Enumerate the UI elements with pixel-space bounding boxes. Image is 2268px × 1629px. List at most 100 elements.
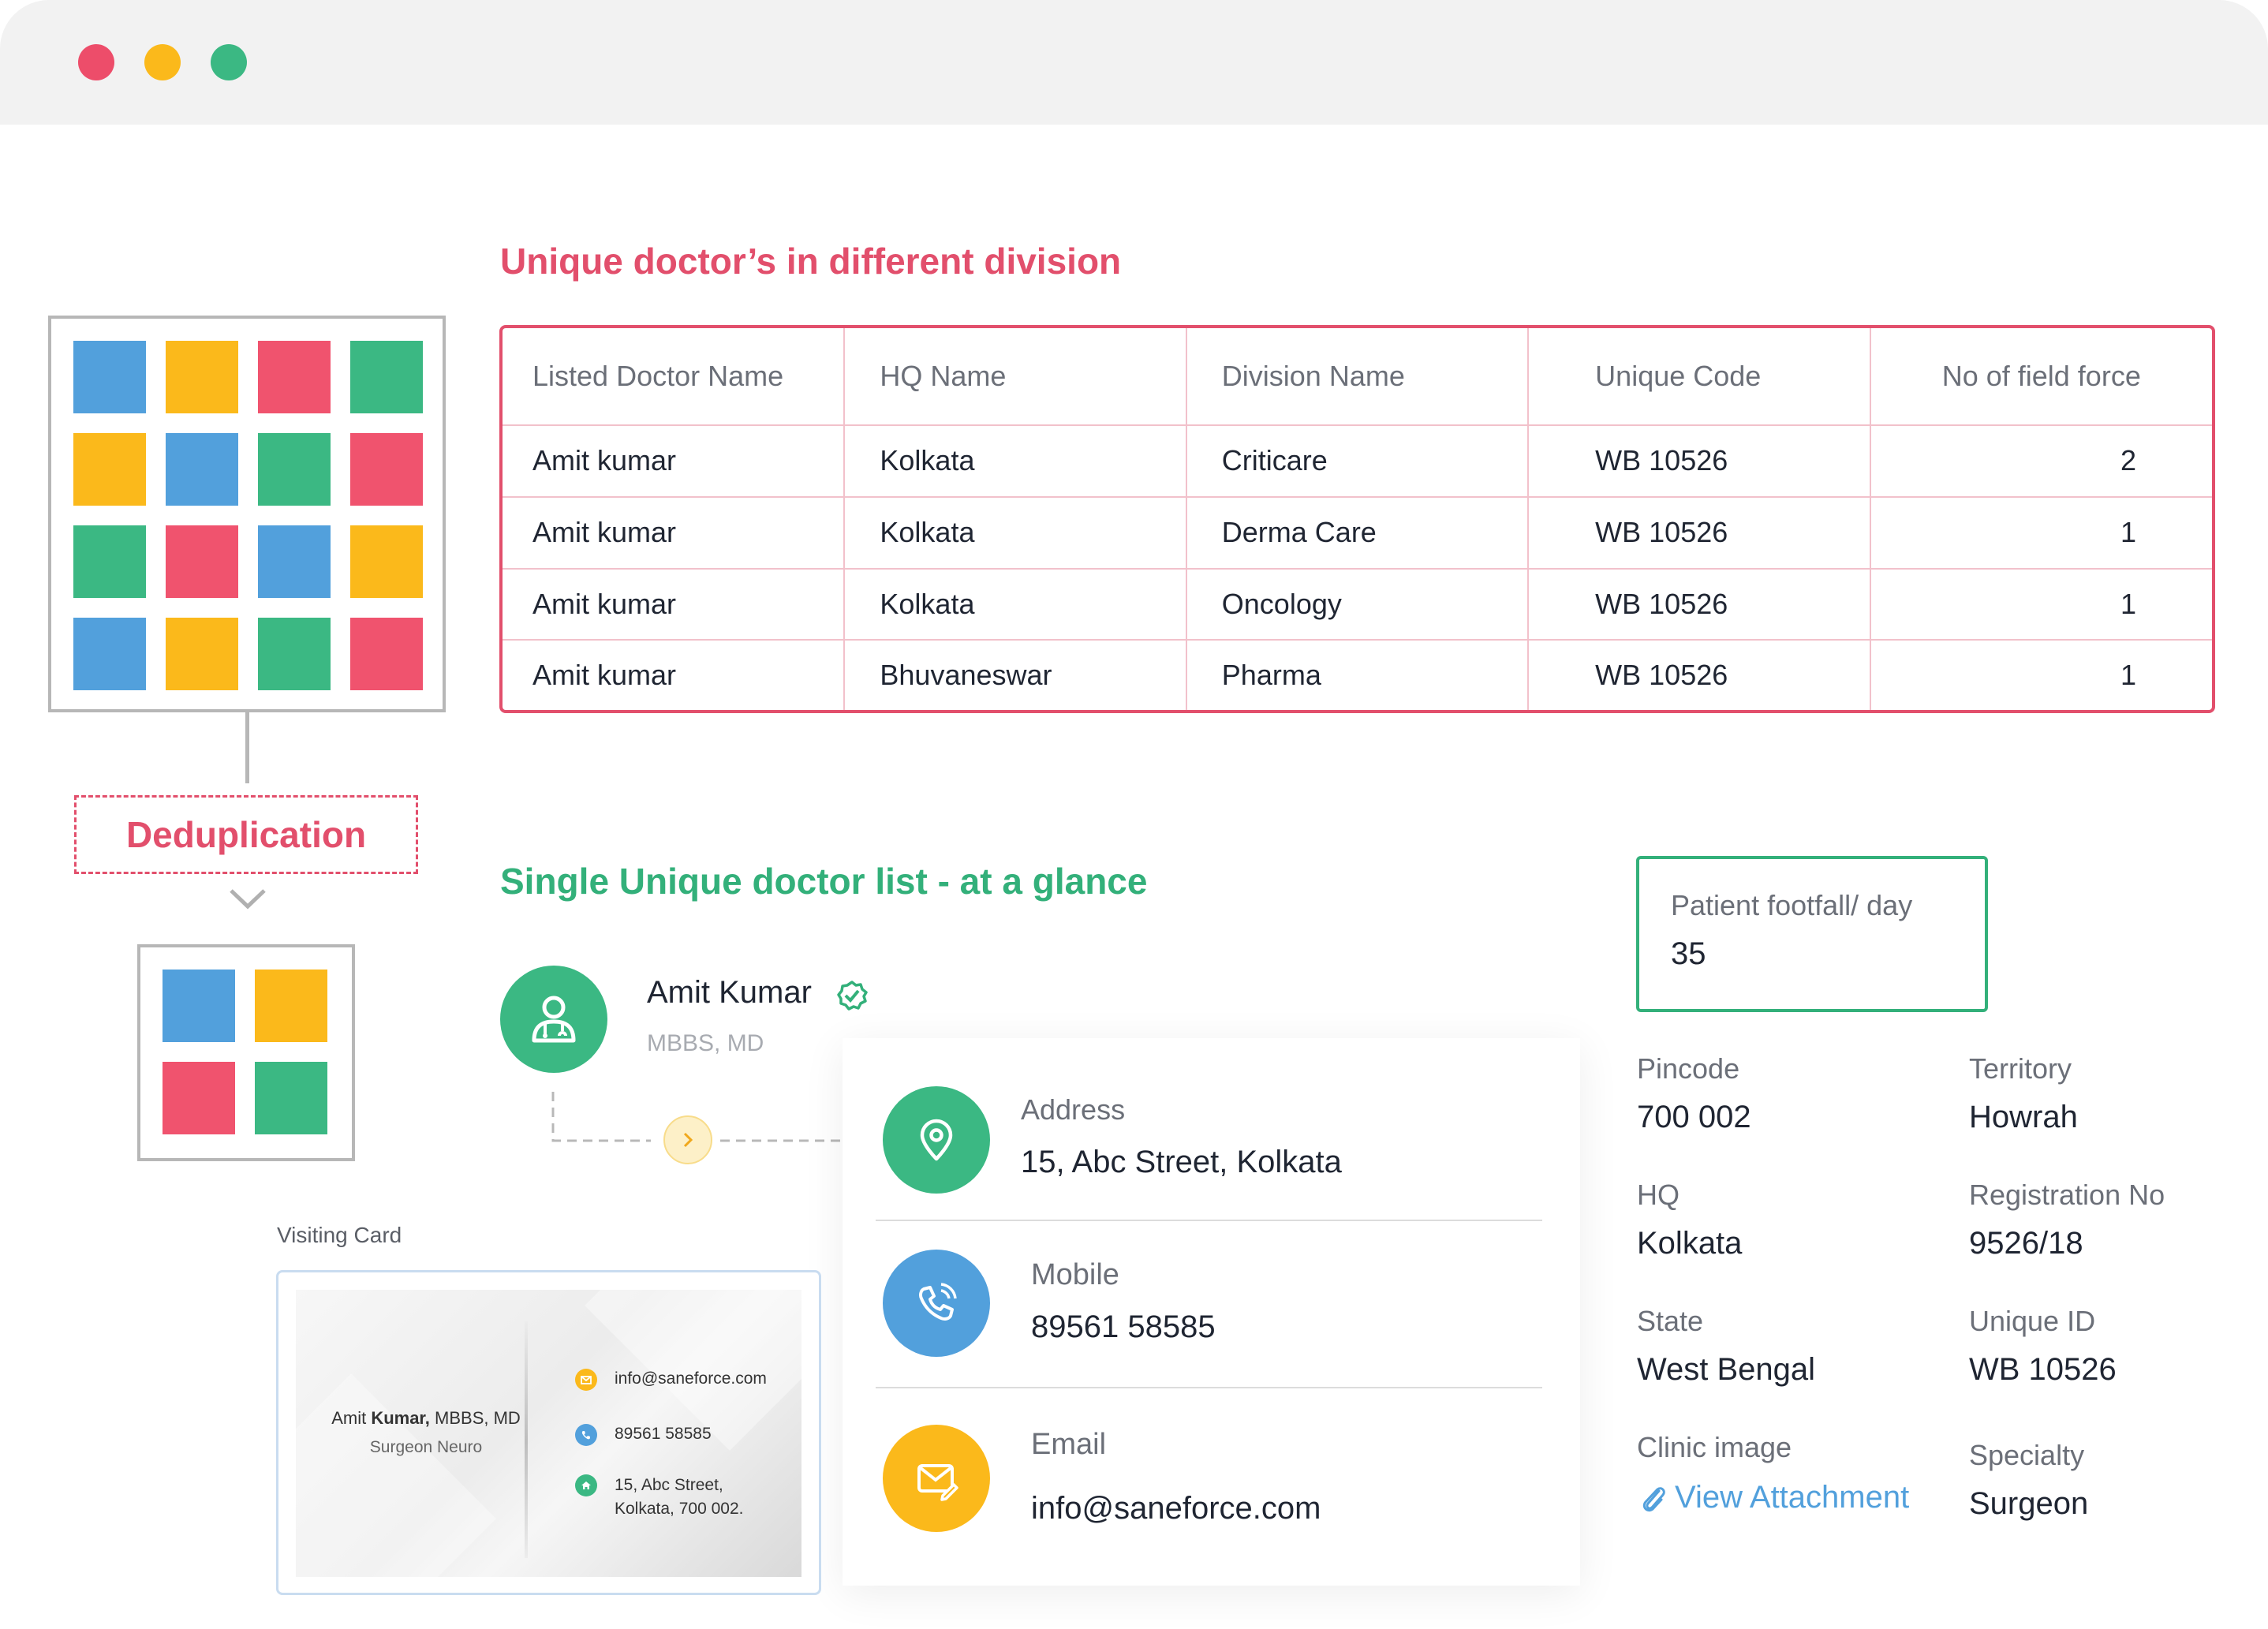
- email-icon-circle: [883, 1425, 990, 1532]
- duplicate-records-grid: [48, 316, 446, 712]
- table-row[interactable]: Amit kumar Kolkata Criticare WB 10526 2: [503, 424, 2212, 497]
- dashed-connector: [551, 1092, 840, 1142]
- doctor-qualification: MBBS, MD: [647, 1030, 764, 1056]
- card-phone: 89561 58585: [615, 1425, 712, 1443]
- record-square-yellow: [255, 970, 327, 1042]
- territory-value: Howrah: [1969, 1100, 2078, 1134]
- address-value: 15, Abc Street, Kolkata: [1021, 1145, 1342, 1179]
- unique-id-value: WB 10526: [1969, 1352, 2117, 1387]
- card-address-line1: 15, Abc Street,: [615, 1476, 723, 1494]
- phone-icon: [919, 1283, 957, 1321]
- visiting-card-label: Visiting Card: [277, 1223, 402, 1247]
- record-square-green: [258, 618, 331, 690]
- visiting-card-image: Amit Kumar, MBBS, MD Surgeon Neuro info@…: [296, 1290, 801, 1577]
- card-name-bold: Kumar,: [371, 1408, 430, 1428]
- card-address-line2: Kolkata, 700 002.: [615, 1500, 744, 1518]
- record-square-green: [258, 433, 331, 506]
- connector-line: [245, 712, 249, 783]
- single-section-title: Single Unique doctor list - at a glance: [500, 861, 1148, 902]
- table-cell: Kolkata: [844, 424, 1187, 497]
- footfall-value: 35: [1671, 936, 1706, 971]
- maximize-window-button[interactable]: [211, 44, 247, 80]
- record-square-yellow: [166, 618, 238, 690]
- doctor-icon: [532, 996, 576, 1043]
- record-square-yellow: [73, 433, 146, 506]
- record-square-blue: [73, 618, 146, 690]
- table-cell: Amit kumar: [503, 639, 846, 710]
- record-square-red: [166, 525, 238, 598]
- address-label: Address: [1021, 1093, 1126, 1126]
- table-cell: Oncology: [1186, 567, 1530, 641]
- hq-label: HQ: [1637, 1179, 1680, 1211]
- view-attachment-link[interactable]: View Attachment: [1640, 1480, 1909, 1515]
- table-row[interactable]: Amit kumar Bhuvaneswar Pharma WB 10526 1: [503, 639, 2212, 710]
- table-cell: WB 10526: [1528, 424, 1871, 497]
- record-square-green: [350, 341, 423, 413]
- table-cell: Kolkata: [844, 567, 1187, 641]
- record-square-blue: [166, 433, 238, 506]
- table-header-row: Listed Doctor Name HQ Name Division Name…: [503, 328, 2212, 425]
- table-cell: Kolkata: [844, 495, 1187, 569]
- divider: [876, 1387, 1542, 1388]
- mobile-label: Mobile: [1031, 1258, 1119, 1291]
- doctor-name: Amit Kumar: [647, 975, 812, 1010]
- location-pin-icon: [920, 1119, 953, 1161]
- table-cell: Amit kumar: [503, 424, 846, 497]
- mobile-value: 89561 58585: [1031, 1310, 1216, 1344]
- table-cell: Criticare: [1186, 424, 1530, 497]
- address-icon-circle: [883, 1086, 990, 1194]
- record-square-yellow: [166, 341, 238, 413]
- table-cell: Pharma: [1186, 639, 1530, 710]
- record-square-red: [350, 433, 423, 506]
- record-square-blue: [258, 525, 331, 598]
- card-divider: [525, 1321, 528, 1558]
- footfall-box: Patient footfall/ day 35: [1636, 856, 1988, 1012]
- specialty-value: Surgeon: [1969, 1486, 2089, 1521]
- column-header: Unique Code: [1528, 328, 1871, 425]
- doctor-avatar: [500, 966, 607, 1073]
- table-cell: Amit kumar: [503, 567, 846, 641]
- deduplication-label: Deduplication: [125, 814, 367, 855]
- column-header: Division Name: [1186, 328, 1530, 425]
- table-cell: WB 10526: [1528, 495, 1871, 569]
- table-cell: Bhuvaneswar: [844, 639, 1187, 710]
- verified-check-icon: [837, 981, 868, 1011]
- email-label: Email: [1031, 1428, 1107, 1461]
- record-square-red: [163, 1062, 235, 1134]
- record-square-blue: [163, 970, 235, 1042]
- deduplication-badge: Deduplication: [74, 795, 418, 874]
- unique-doctor-table: Listed Doctor Name HQ Name Division Name…: [499, 325, 2215, 713]
- card-doctor-name: Amit Kumar, MBBS, MD: [296, 1408, 556, 1429]
- chevron-right-icon: [683, 1132, 693, 1148]
- card-name-suffix: MBBS, MD: [429, 1408, 521, 1428]
- record-square-red: [350, 618, 423, 690]
- close-window-button[interactable]: [78, 44, 114, 80]
- card-email-icon: [575, 1369, 597, 1391]
- expand-details-button[interactable]: [663, 1115, 712, 1164]
- email-value[interactable]: info@saneforce.com: [1031, 1491, 1321, 1526]
- card-home-icon: [575, 1474, 597, 1496]
- clinic-image-label: Clinic image: [1637, 1431, 1792, 1463]
- table-cell: 1: [1870, 639, 2212, 710]
- table-row[interactable]: Amit kumar Kolkata Oncology WB 10526 1: [503, 567, 2212, 641]
- hq-value: Kolkata: [1637, 1226, 1743, 1261]
- specialty-label: Specialty: [1969, 1439, 2085, 1471]
- record-square-green: [73, 525, 146, 598]
- table-row[interactable]: Amit kumar Kolkata Derma Care WB 10526 1: [503, 495, 2212, 569]
- unique-id-label: Unique ID: [1969, 1305, 2096, 1337]
- minimize-window-button[interactable]: [144, 44, 181, 80]
- chevron-down-icon: [230, 889, 266, 910]
- mobile-icon-circle: [883, 1250, 990, 1357]
- email-icon: [917, 1464, 958, 1501]
- record-square-green: [255, 1062, 327, 1134]
- deduplicated-records-grid: [137, 944, 355, 1161]
- pincode-label: Pincode: [1637, 1052, 1740, 1085]
- table-cell: Amit kumar: [503, 495, 846, 569]
- table-cell: 2: [1870, 424, 2212, 497]
- column-header: No of field force: [1941, 360, 2141, 392]
- pincode-value: 700 002: [1637, 1100, 1751, 1134]
- view-attachment-text[interactable]: View Attachment: [1675, 1480, 1910, 1515]
- visiting-card-frame[interactable]: Amit Kumar, MBBS, MD Surgeon Neuro info@…: [276, 1270, 821, 1595]
- window-titlebar: [0, 0, 2268, 125]
- state-value: West Bengal: [1637, 1352, 1816, 1387]
